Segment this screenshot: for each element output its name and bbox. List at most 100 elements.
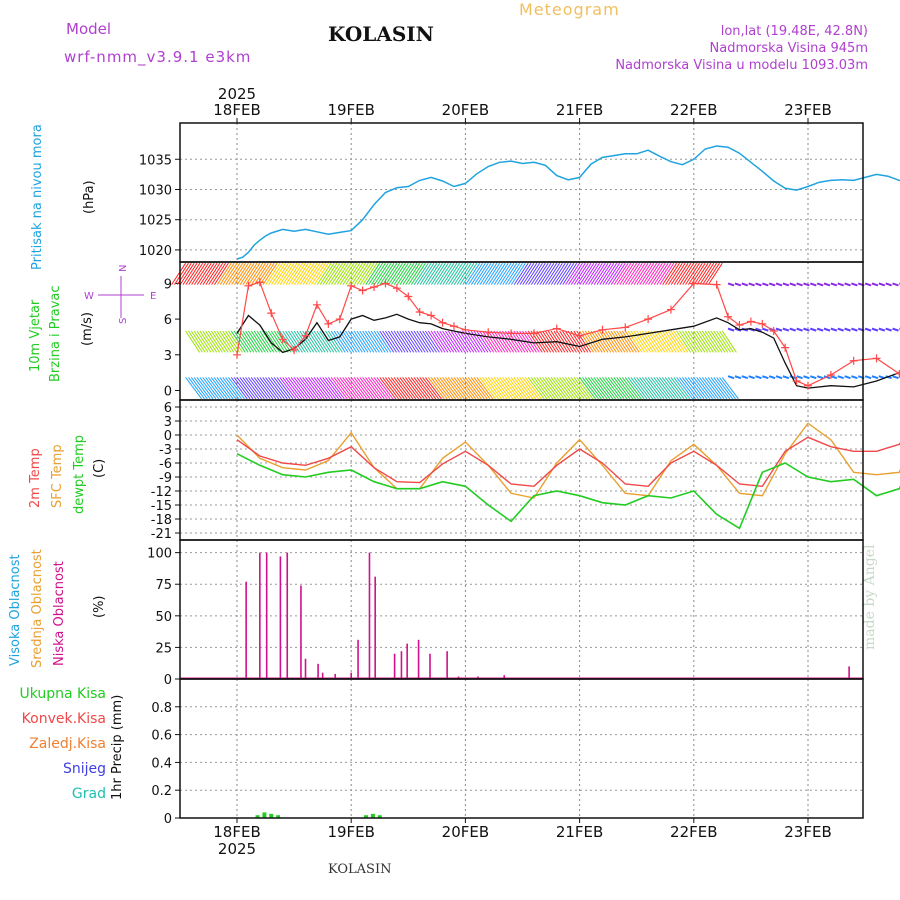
y-tick-label: -18 [151,513,172,528]
wind-barb [613,330,629,353]
wind-barb [336,330,352,353]
wind-barb [450,377,468,400]
year-label-bottom: 2025 [218,840,256,858]
wind-barb [367,377,385,400]
wind-barb [291,262,306,285]
compass-letter: N [118,265,129,272]
wind-barb [496,377,514,400]
wind-barb [211,262,226,285]
wind-barb [851,375,858,380]
wind-barb [490,377,508,400]
wind-barb [296,262,312,285]
wind-barb [396,262,412,285]
wind-barb [803,375,810,380]
wind-barb [871,327,879,332]
wind-barb [516,262,532,285]
elevation-info: Nadmorska Visina 945m [709,41,869,56]
wind-barb [667,330,683,353]
wind-barb [182,262,198,285]
wind-barb [410,377,428,400]
wind-barb [775,327,783,332]
wind-barb [599,330,615,353]
wind-barb [579,262,595,285]
wind-barb [647,377,665,400]
precip-bar [276,815,281,818]
wind-barb [188,330,203,353]
wind-barb [342,262,358,285]
wind-barb [347,377,365,400]
wind-barb [505,262,521,285]
wind-barb [650,330,666,353]
wind-barb [573,262,589,285]
wind-gust-marker [781,343,790,352]
wind-barb [293,262,309,285]
wind-barb [684,330,700,353]
wind-barb [379,262,395,285]
wind-barb [350,330,366,353]
wind-barb [681,330,697,353]
wind-barb [536,330,552,353]
wind-barb [322,262,338,285]
wind-barb [456,377,474,400]
precip-bar [377,815,382,818]
wind-barb [470,377,488,400]
wind-barb [622,377,639,400]
wind-barb [504,330,520,353]
wind-barb [507,377,525,400]
wind-barb [775,375,783,380]
wind-barb [576,377,594,400]
wind-barb [661,377,679,400]
wind-barb [216,262,232,285]
day-label-bottom: 19FEB [327,823,374,841]
wind-barb [230,330,246,353]
wind-barb [479,377,497,400]
wind-barb [347,330,363,353]
panel-frame [179,539,864,680]
wind-barb [288,262,304,285]
wind-barb [604,330,620,353]
wind-barb [296,377,314,400]
wind-barb [679,377,696,400]
wind-barb [556,262,572,285]
wind-barb [262,330,278,353]
wind-barb [265,377,282,400]
wind-barb [556,377,574,400]
wind-barb [707,330,723,353]
wind-barb [222,377,240,400]
wind-barb [327,377,345,400]
wind-gust-marker [735,321,744,330]
wind-barb [892,327,899,332]
wind-barb [567,377,585,400]
wind-barb [622,330,637,353]
wind-barb [662,262,678,285]
wind-barb [587,377,605,400]
wind-barb [356,262,372,285]
wind-barb [627,262,643,285]
wind-barb [559,262,575,285]
wind-barb [690,377,708,400]
wind-barb [607,330,623,353]
wind-barb [490,330,506,353]
wind-barb [287,330,303,353]
wind-barb [245,377,262,400]
wind-barb [325,377,342,400]
wind-barb [604,377,622,400]
wind-barb [402,377,419,400]
wind-barb [222,262,238,285]
wind-barb [670,330,686,353]
wind-barb [639,262,655,285]
wind-barb [482,330,497,353]
wind-barb [679,330,694,353]
wind-barb [496,330,512,353]
wind-gust-marker [381,279,390,288]
wind-barb [473,262,489,285]
wind-gust-marker [644,315,653,324]
wind-barb [273,377,291,400]
wind-barb [487,330,503,353]
wind-barb [533,262,549,285]
wind-gust-marker [324,319,333,328]
wind-barb [755,375,762,380]
wind-barb [459,377,477,400]
wind-barb [273,262,289,285]
wind-barb [590,262,606,285]
